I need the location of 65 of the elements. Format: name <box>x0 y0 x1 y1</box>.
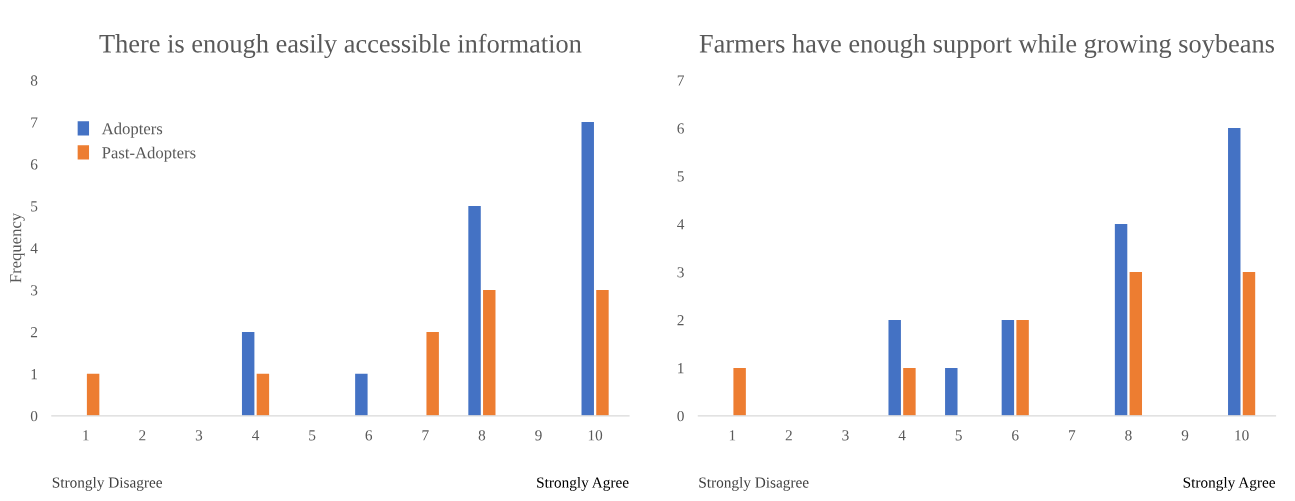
x-tick-label: 9 <box>535 430 542 441</box>
y-tick-label: 7 <box>677 75 684 86</box>
bar <box>483 289 496 416</box>
bar <box>1016 319 1029 416</box>
bar <box>888 319 901 416</box>
x-tick-label: 1 <box>83 430 89 441</box>
y-tick-label: 3 <box>31 285 38 296</box>
bar <box>355 373 368 416</box>
bar <box>1129 271 1143 416</box>
bar <box>903 367 916 416</box>
x-tick-label: 6 <box>365 430 373 441</box>
bar <box>1001 319 1015 416</box>
bar <box>468 206 481 416</box>
x-tick-label: 8 <box>1125 430 1132 441</box>
y-tick-label: 5 <box>677 171 684 182</box>
legend-label: Adopters <box>101 122 163 138</box>
x-tick-label: 7 <box>422 430 429 441</box>
x-tick-label: 8 <box>478 430 486 441</box>
y-tick-label: 2 <box>30 327 38 338</box>
bar <box>581 122 594 416</box>
x-tick-label: 9 <box>1181 430 1189 441</box>
y-axis-title: Frequency <box>10 212 25 283</box>
x-tick-label: 7 <box>1069 430 1076 441</box>
bar <box>1228 128 1241 416</box>
bar <box>256 373 270 416</box>
text: Strongly Agree <box>537 476 629 491</box>
bar <box>596 289 609 416</box>
chart-title: There is enough easily accessible information <box>99 33 582 59</box>
x-tick-label: 3 <box>842 430 849 441</box>
y-tick-label: 0 <box>677 410 684 422</box>
text: Strongly Agree <box>1183 476 1276 491</box>
text: Strongly Disagree <box>52 476 163 491</box>
text: Strongly Disagree <box>699 476 809 491</box>
bar <box>86 373 100 416</box>
bar <box>1242 271 1256 416</box>
x-tick-label: 5 <box>309 430 316 441</box>
x-tick-label: 10 <box>1235 430 1249 441</box>
bar <box>241 331 255 416</box>
bar <box>1114 224 1128 416</box>
y-tick-label: 2 <box>677 315 684 326</box>
chart-title: Farmers have enough support while growing soybeans <box>699 34 1275 59</box>
bar <box>426 331 439 416</box>
x-tick-label: 4 <box>252 430 260 441</box>
x-tick-label: 5 <box>955 430 962 441</box>
bar <box>733 367 746 416</box>
y-tick-label: 6 <box>30 159 38 170</box>
y-tick-label: 0 <box>30 410 38 422</box>
y-tick-label: 1 <box>678 363 684 374</box>
y-tick-label: 5 <box>31 201 38 212</box>
y-tick-label: 4 <box>677 219 685 230</box>
y-tick-label: 8 <box>30 75 38 86</box>
y-tick-label: 6 <box>677 123 684 134</box>
y-tick-label: 7 <box>31 117 38 128</box>
x-tick-label: 6 <box>1012 430 1019 441</box>
y-tick-label: 3 <box>677 267 684 278</box>
y-tick-label: 4 <box>30 243 38 254</box>
x-tick-label: 3 <box>195 430 203 441</box>
bar <box>945 367 958 416</box>
x-tick-label: 10 <box>588 430 603 441</box>
y-tick-label: 1 <box>31 369 37 380</box>
x-tick-label: 2 <box>139 430 146 441</box>
x-tick-label: 4 <box>898 430 906 441</box>
x-tick-label: 2 <box>785 430 792 441</box>
legend-label: Past-Adopters <box>102 146 196 162</box>
x-tick-label: 1 <box>729 430 736 441</box>
